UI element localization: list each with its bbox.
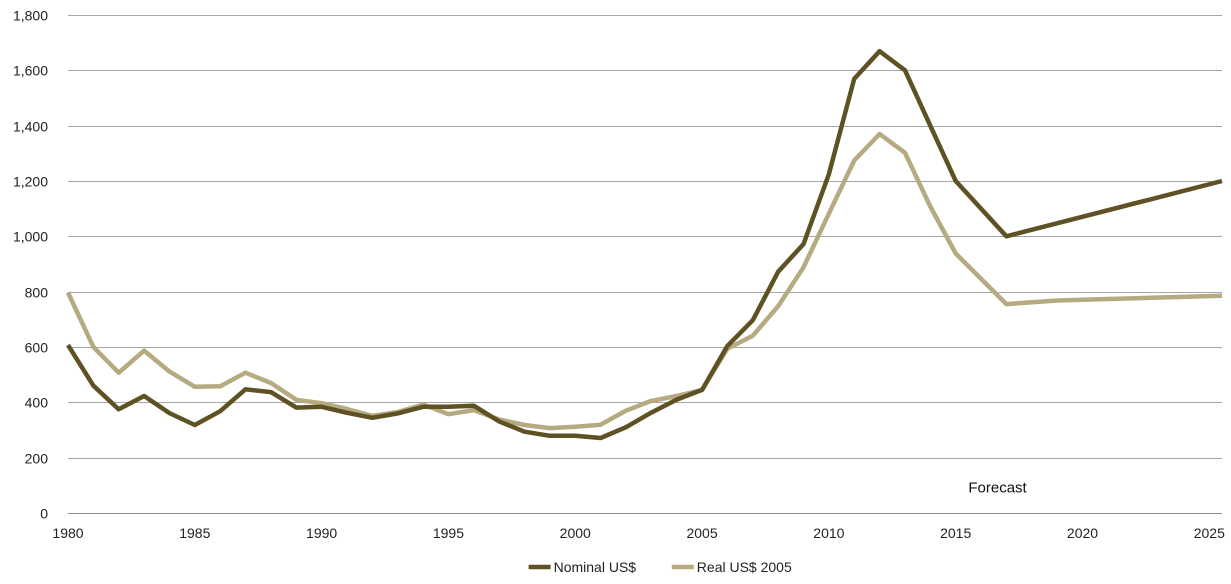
x-tick-label: 2020 [1067,525,1098,541]
y-tick-label: 600 [25,340,49,356]
series-lines [65,48,1223,441]
series-line-real [65,131,1223,431]
legend-label: Real US$ 2005 [697,559,792,575]
y-tick-label: 1,800 [13,8,48,24]
legend-label: Nominal US$ [554,559,637,575]
gridlines [68,15,1222,514]
x-axis-labels: 1980 1985 1990 1995 2000 2005 2010 2015 2020 2025 [52,525,1225,541]
x-tick-label: 1980 [52,525,83,541]
x-tick-label: 1990 [306,525,337,541]
series-line-nominal [66,48,1223,441]
y-tick-label: 1,600 [13,63,48,79]
y-tick-label: 400 [25,395,49,411]
annotations: Forecast [968,479,1027,496]
y-tick-label: 1,400 [13,119,48,135]
y-tick-label: 1,200 [13,174,48,190]
y-axis-labels: 0 200 400 600 800 1,000 1,200 1,400 1,600 1,800 [13,8,48,522]
y-tick-label: 1,000 [13,229,48,245]
x-tick-label: 1985 [179,525,210,541]
y-tick-label: 0 [40,506,48,522]
x-tick-label: 2025 [1194,525,1225,541]
x-tick-label: 2000 [560,525,591,541]
legend: Nominal US$ Real US$ 2005 [528,559,792,575]
x-tick-label: 2010 [813,525,844,541]
forecast-annotation: Forecast [968,479,1027,496]
x-tick-label: 1995 [433,525,464,541]
x-tick-label: 2005 [686,525,717,541]
y-tick-label: 800 [25,285,49,301]
y-tick-label: 200 [25,451,49,467]
x-tick-label: 2015 [940,525,971,541]
